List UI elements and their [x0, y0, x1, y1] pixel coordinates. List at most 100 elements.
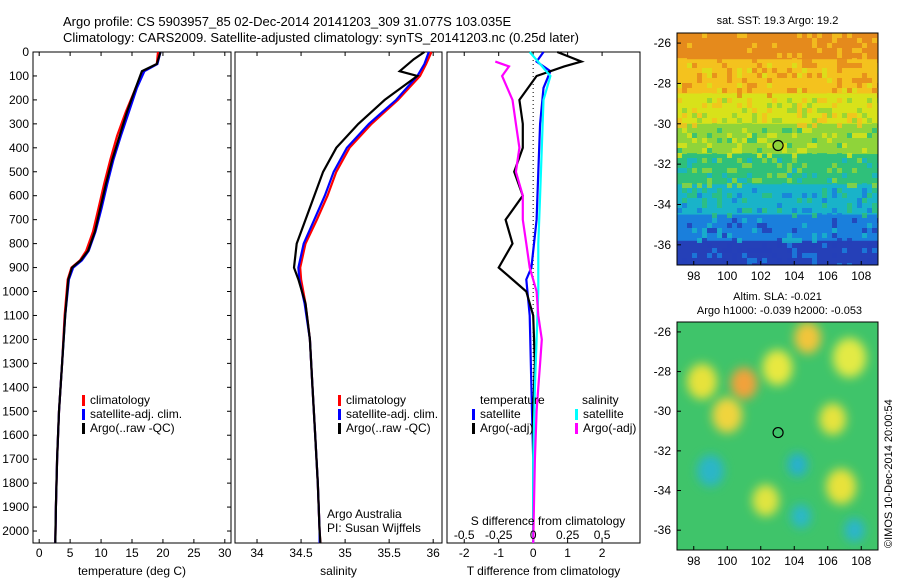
sst-cell [682, 143, 687, 148]
argo-position-marker [772, 139, 784, 152]
sla-blob [697, 454, 724, 487]
sst-cell [702, 68, 707, 73]
sst-cell [677, 123, 682, 128]
sst-cell [762, 68, 767, 73]
sst-cell [862, 213, 867, 218]
sst-cell [842, 143, 847, 148]
sst-cell [687, 183, 692, 188]
y-tick-label: 1100 [3, 308, 29, 322]
sst-cell [832, 193, 837, 198]
map-content [677, 322, 878, 550]
x-axis-label-secondary: S difference from climatology [471, 514, 626, 528]
sst-cell [702, 158, 707, 163]
sst-cell [697, 118, 702, 123]
legend-swatch [338, 409, 341, 420]
sst-cell [747, 83, 752, 88]
sst-cell [832, 208, 837, 213]
sst-cell [707, 98, 712, 103]
sst-cell [837, 168, 842, 173]
sst-cell [792, 208, 797, 213]
sst-cell [797, 73, 802, 78]
sst-cell [742, 108, 747, 113]
y-tick-label: -36 [654, 238, 672, 252]
sst-cell [777, 258, 782, 263]
sst-cell [832, 38, 837, 43]
sst-cell [812, 233, 817, 238]
sst-cell [862, 183, 867, 188]
sst-cell [777, 238, 782, 243]
sst-cell [842, 88, 847, 93]
sst-cell [712, 103, 717, 108]
sst-cell [857, 108, 862, 113]
sst-cell [752, 83, 757, 88]
sst-cell [847, 203, 852, 208]
sst-cell [802, 253, 807, 258]
x-tick-label: 0 [530, 546, 537, 560]
sst-cell [862, 113, 867, 118]
plot-frame-temperature [32, 51, 232, 544]
sst-cell [787, 173, 792, 178]
sst-cell [862, 188, 867, 193]
sst-cell [767, 193, 772, 198]
sla-blob [844, 518, 865, 543]
sst-cell [867, 163, 872, 168]
sst-cell [747, 163, 752, 168]
sst-cell [852, 58, 857, 63]
sst-cell [857, 118, 862, 123]
sst-cell [777, 53, 782, 58]
sst-cell [732, 138, 737, 143]
sst-cell [727, 138, 732, 143]
legend-group-title: salinity [582, 393, 619, 407]
sst-cell [802, 128, 807, 133]
sst-cell [802, 63, 807, 68]
sst-cell [762, 118, 767, 123]
sst-cell [867, 83, 872, 88]
sst-cell [817, 123, 822, 128]
sst-cell [742, 198, 747, 203]
sst-cell [832, 183, 837, 188]
sst-cell [752, 228, 757, 233]
sst-cell [807, 253, 812, 258]
sst-cell [837, 98, 842, 103]
sst-cell [707, 258, 712, 263]
sst-cell [817, 98, 822, 103]
sst-cell [737, 118, 742, 123]
sst-cell [762, 113, 767, 118]
map-title: sat. SST: 19.3 Argo: 19.2 [717, 15, 839, 27]
sst-cell [762, 138, 767, 143]
sst-cell [867, 263, 872, 265]
sst-cell [692, 193, 697, 198]
sst-cell [797, 128, 802, 133]
annotation-line-1: Argo Australia [327, 507, 402, 521]
sst-cell [762, 158, 767, 163]
sst-cell [797, 48, 802, 53]
sst-cell [832, 263, 837, 265]
x-axis-label: temperature (deg C) [78, 564, 186, 578]
legend-label: Argo(..raw -QC) [346, 421, 431, 435]
sst-cell [867, 118, 872, 123]
sst-cell [707, 83, 712, 88]
sst-cell [732, 93, 737, 98]
x-tick-label: 10 [94, 546, 108, 560]
sst-cell [847, 93, 852, 98]
sst-cell [702, 33, 707, 38]
sst-cell [737, 183, 742, 188]
sst-cell [872, 123, 877, 128]
sla-blob [712, 397, 743, 434]
sst-cell [747, 48, 752, 53]
sst-cell [702, 103, 707, 108]
sst-cell [737, 178, 742, 183]
sst-cell [807, 108, 812, 113]
sst-cell [707, 223, 712, 228]
sst-cell [697, 208, 702, 213]
sst-cell [717, 138, 722, 143]
sst-cell [787, 248, 792, 253]
sst-cell [867, 33, 872, 38]
sst-cell [712, 158, 717, 163]
sst-cell [822, 203, 827, 208]
sst-cell [712, 53, 717, 58]
sst-cell [737, 73, 742, 78]
sst-cell [822, 243, 827, 248]
sst-cell [762, 248, 767, 253]
sst-cell [832, 178, 837, 183]
